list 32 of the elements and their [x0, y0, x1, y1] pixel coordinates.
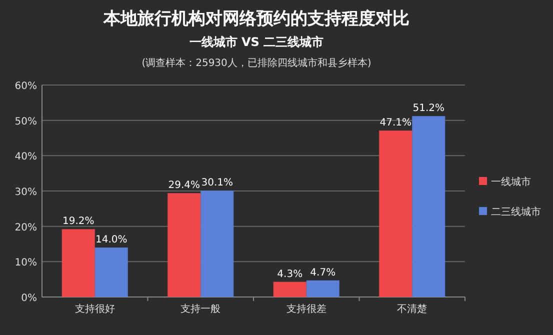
data-label: 51.2%	[412, 103, 445, 114]
x-tick-label: 支持一般	[180, 303, 221, 315]
chart-subtitle: 一线城市 VS 二三线城市	[189, 35, 324, 49]
bar	[62, 229, 95, 297]
y-tick-label: 50%	[14, 116, 37, 128]
bar	[168, 193, 201, 297]
legend-label: 二三线城市	[491, 206, 541, 218]
data-label: 4.7%	[310, 267, 336, 278]
y-tick-label: 30%	[14, 187, 37, 198]
data-label: 14.0%	[95, 234, 128, 246]
y-tick-label: 20%	[14, 222, 37, 234]
y-tick-label: 0%	[21, 293, 37, 304]
bar	[200, 190, 234, 297]
y-tick-label: 60%	[14, 81, 37, 92]
data-label: 19.2%	[62, 216, 94, 228]
bar	[94, 248, 128, 297]
bar	[306, 280, 340, 297]
x-tick-label: 支持很差	[286, 303, 326, 315]
x-tick-label: 不清楚	[397, 303, 428, 315]
data-label: 30.1%	[201, 178, 234, 189]
bar	[379, 130, 412, 297]
chart-title: 本地旅行机构对网络预约的支持程度对比	[102, 9, 410, 29]
y-tick-label: 10%	[14, 258, 37, 269]
y-tick-label: 40%	[14, 152, 37, 163]
text: (调查样本：25930人，已排除四线城市和县乡样本)	[142, 57, 372, 69]
data-label: 47.1%	[380, 118, 412, 129]
x-tick-label: 支持很好	[74, 303, 115, 315]
bar	[412, 116, 446, 297]
data-label: 29.4%	[168, 180, 200, 192]
bar	[273, 282, 306, 297]
data-label: 4.3%	[277, 268, 303, 280]
legend-label: 一线城市	[491, 176, 531, 188]
